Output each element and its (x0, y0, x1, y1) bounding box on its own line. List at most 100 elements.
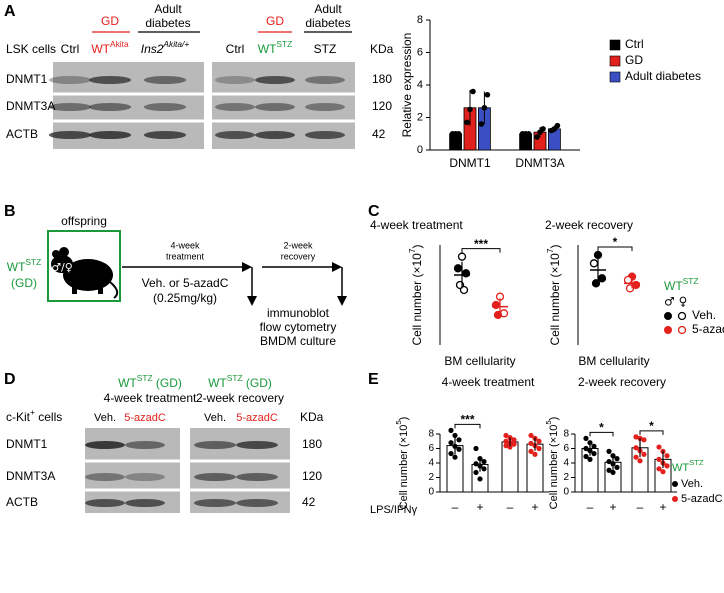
data-point (528, 448, 534, 454)
y-tick-label: 8 (563, 429, 569, 440)
blot-band (254, 131, 296, 139)
significance-label: *** (460, 413, 474, 427)
blot-band (304, 103, 346, 111)
data-point (452, 432, 458, 439)
data-point (656, 456, 662, 462)
significance-bracket (454, 423, 481, 429)
x-tick-label: – (507, 500, 514, 514)
data-point (583, 435, 589, 441)
sex-symbols: ♂/♀ (51, 261, 73, 274)
data-point (461, 269, 471, 278)
x-tick-label: + (476, 500, 483, 514)
data-point (641, 451, 647, 457)
x-axis-label: BM cellularity (444, 354, 515, 368)
kda-label: 42 (302, 495, 316, 509)
row-header: c-Kit+ cells (6, 407, 62, 424)
timeline-arrows (122, 266, 343, 300)
group-header: WTSTZ (GD) (118, 373, 182, 390)
x-tick-label: – (587, 500, 594, 514)
label-text: WT (118, 376, 137, 390)
group-header: 2-week recovery (196, 391, 284, 405)
significance-label: *** (474, 237, 488, 251)
data-point (540, 126, 546, 132)
data-point (597, 274, 607, 283)
chart-title: 4-week treatment (370, 218, 463, 232)
blot-band (48, 131, 92, 139)
kda-label: 180 (302, 437, 322, 451)
legend-marker (677, 311, 687, 321)
group-label: GD (266, 14, 284, 28)
box-label: offspring (61, 214, 107, 228)
superscript: STZ (689, 458, 704, 467)
data-point (637, 458, 643, 464)
data-point (453, 264, 463, 273)
blot-band (48, 103, 92, 111)
data-point (614, 456, 620, 462)
data-point (456, 437, 462, 443)
row-label: DNMT3A (6, 99, 55, 113)
label-text: c-Kit (6, 410, 31, 424)
significance-bracket (461, 248, 501, 253)
y-tick-label: 4 (563, 458, 569, 469)
lane-label: STZ (314, 42, 337, 56)
data-point (503, 438, 509, 444)
group-label: Adult (154, 2, 182, 16)
blot-band (254, 76, 296, 84)
step-label: 4-week (170, 240, 200, 250)
blot-band (194, 441, 236, 449)
data-point (641, 437, 647, 443)
data-point (656, 444, 662, 450)
chart-title: 2-week recovery (545, 218, 633, 232)
panel-label: C (368, 203, 380, 220)
x-tick-label: DNMT1 (449, 156, 491, 170)
lane-label: WTSTZ (258, 39, 292, 56)
label-text: cells (35, 410, 62, 424)
blot-band (85, 499, 125, 507)
data-point (591, 443, 597, 449)
blot-band (125, 499, 165, 507)
panel-label: D (4, 371, 16, 388)
legend-marker (677, 325, 687, 335)
lane-label: Ctrl (61, 42, 80, 56)
data-point (503, 443, 509, 449)
label-text: ) (398, 417, 410, 421)
kda-header: KDa (370, 42, 394, 56)
significance-label: * (599, 421, 604, 435)
data-point (591, 450, 597, 457)
blot-band (214, 131, 256, 139)
y-tick-label: 2 (563, 472, 569, 483)
y-tick-label: 0 (563, 487, 569, 498)
blot-band (194, 499, 236, 507)
superscript: Akita (110, 39, 129, 49)
label-text: Cell number (×10 (398, 425, 410, 510)
data-point (606, 458, 612, 465)
superscript: STZ (227, 373, 243, 383)
y-axis-label: Cell number (×105) (394, 417, 410, 510)
data-point (528, 440, 534, 447)
significance-bracket (639, 430, 664, 435)
label-text: WT (672, 462, 689, 474)
blot-band (85, 473, 125, 481)
data-point (481, 466, 487, 472)
data-point (477, 476, 483, 482)
data-point (484, 91, 491, 98)
label-text: Cell number (×10 (548, 425, 560, 510)
data-point (633, 434, 639, 440)
row-label: DNMT1 (6, 437, 48, 451)
lane-label: Ins2Akita/+ (141, 39, 190, 56)
blot-band (48, 76, 92, 84)
superscript: 7 (545, 248, 555, 253)
data-point (448, 427, 454, 433)
mouse-icon (51, 247, 119, 299)
data-point (664, 453, 670, 459)
legend-marker (672, 481, 678, 487)
readout-label: flow cytometry (260, 320, 337, 334)
row-label: ACTB (6, 495, 38, 509)
data-point (525, 130, 532, 137)
x-tick-label: – (637, 500, 644, 514)
y-tick-label: 4 (417, 79, 423, 91)
superscript: STZ (25, 257, 41, 267)
x-tick-label: + (609, 500, 616, 514)
legend-label: Veh. (681, 478, 703, 490)
lane-label: 5-azadC (236, 412, 278, 424)
